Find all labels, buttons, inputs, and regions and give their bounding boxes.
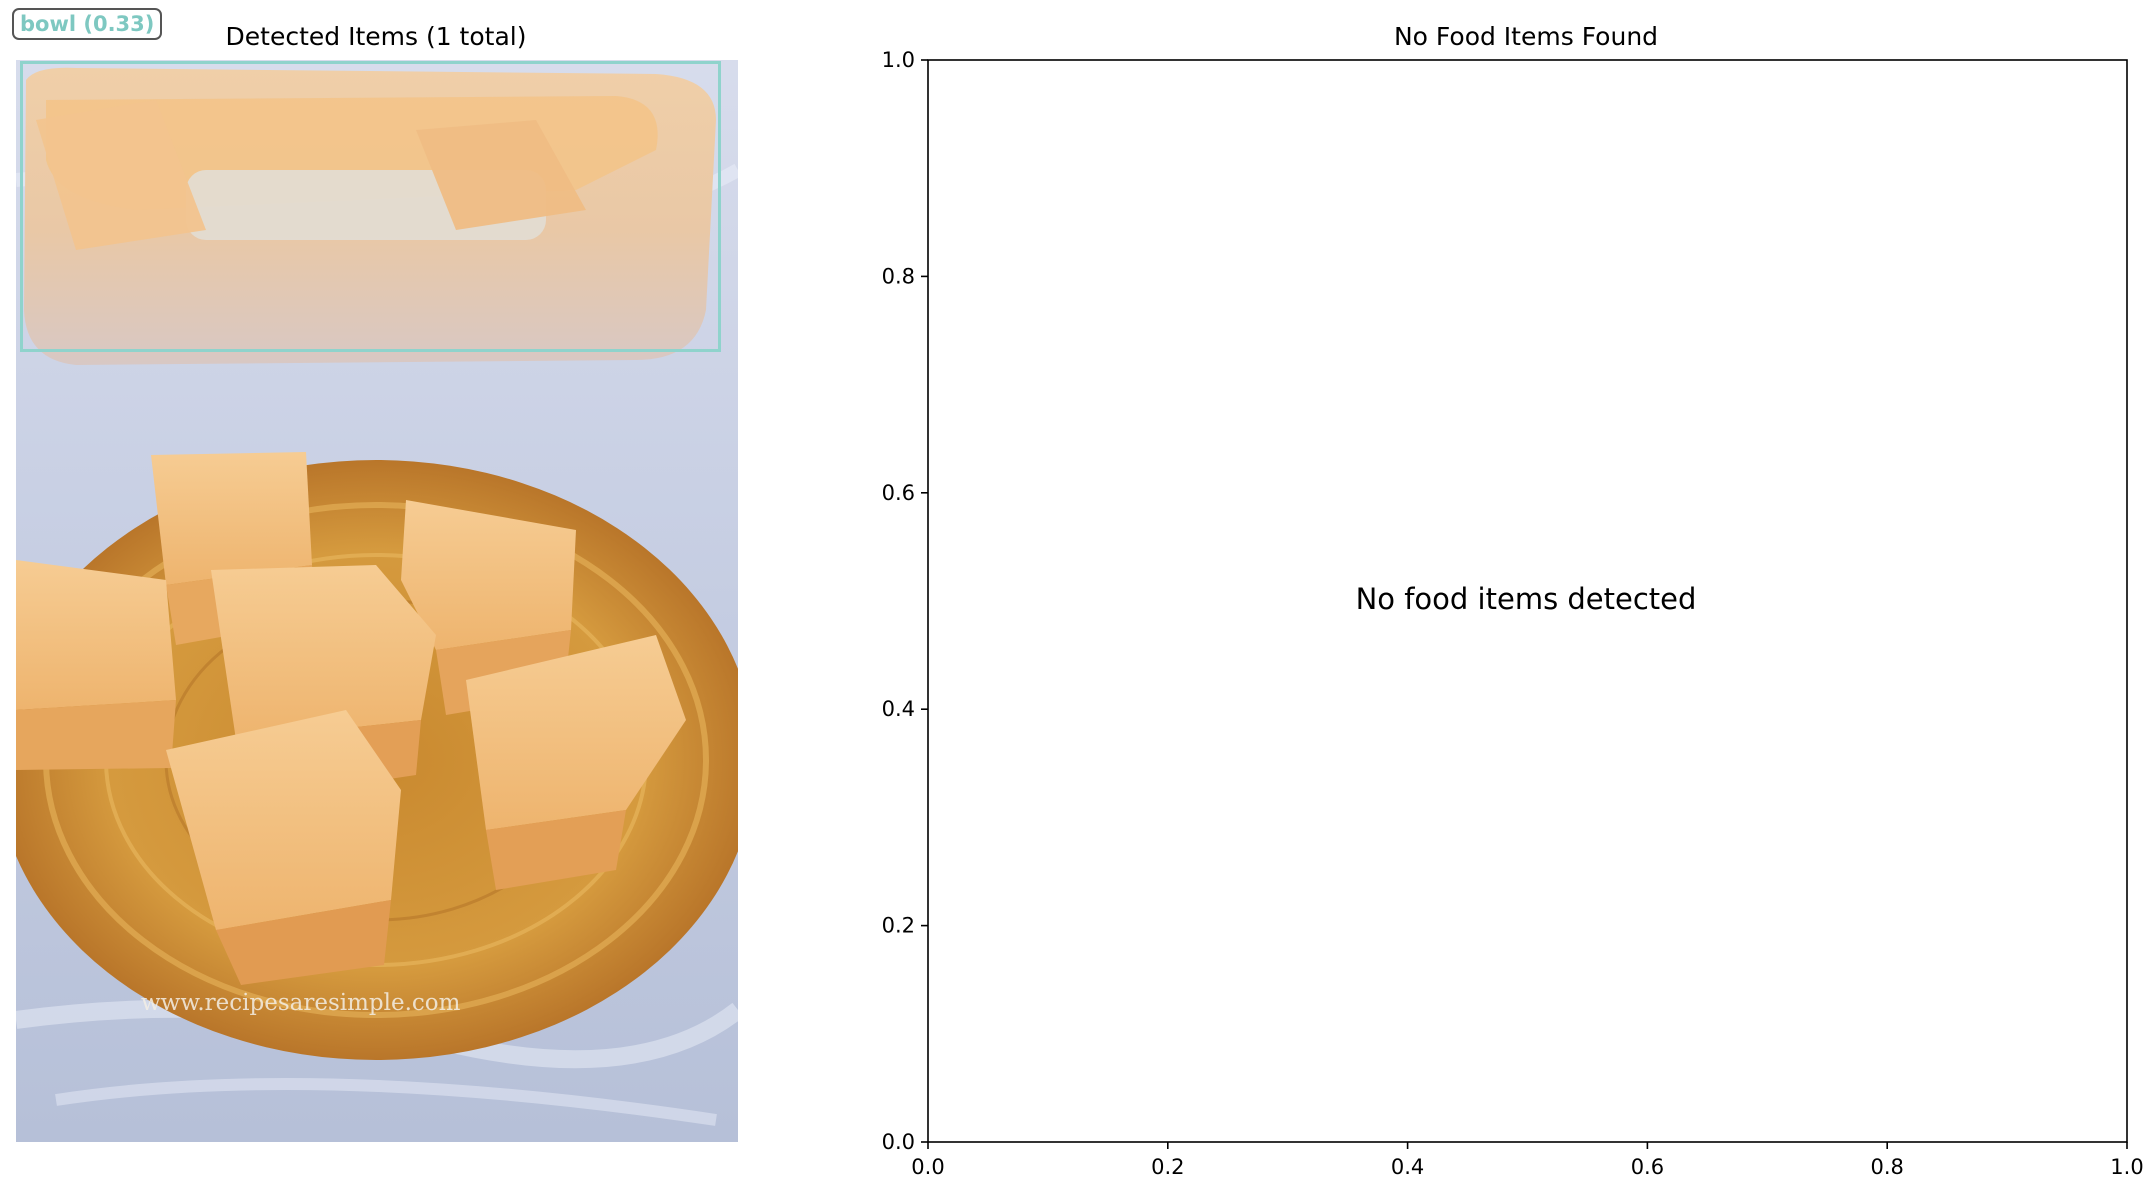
no-food-annotation: No food items detected: [1355, 582, 1697, 616]
x-tick-label: 0.4: [1391, 1155, 1424, 1179]
y-tick-label: 0.2: [882, 914, 915, 938]
x-tick-label: 0.8: [1870, 1155, 1903, 1179]
x-tick-label: 0.0: [911, 1155, 944, 1179]
y-tick-label: 1.0: [882, 48, 915, 72]
y-tick-label: 0.4: [882, 697, 915, 721]
y-tick-label: 0.6: [882, 481, 915, 505]
detection-label: bowl (0.33): [12, 8, 163, 40]
y-axis: 0.0 0.2 0.4 0.6 0.8 1.0: [882, 48, 928, 1154]
detected-items-title: Detected Items (1 total): [225, 22, 527, 51]
y-tick-label: 0.8: [882, 264, 915, 288]
detection-bounding-box: [20, 61, 721, 352]
food-photo: www.recipesaresimple.com: [16, 60, 738, 1142]
photo-watermark: www.recipesaresimple.com: [141, 990, 461, 1016]
plot-frame: [927, 59, 2128, 1143]
y-tick-label: 0.0: [882, 1130, 915, 1154]
x-axis: 0.0 0.2 0.4 0.6 0.8 1.0: [911, 1142, 2144, 1179]
x-tick-label: 1.0: [2110, 1155, 2143, 1179]
x-tick-label: 0.6: [1631, 1155, 1664, 1179]
chart-title: No Food Items Found: [1393, 22, 1659, 51]
x-tick-label: 0.2: [1151, 1155, 1184, 1179]
